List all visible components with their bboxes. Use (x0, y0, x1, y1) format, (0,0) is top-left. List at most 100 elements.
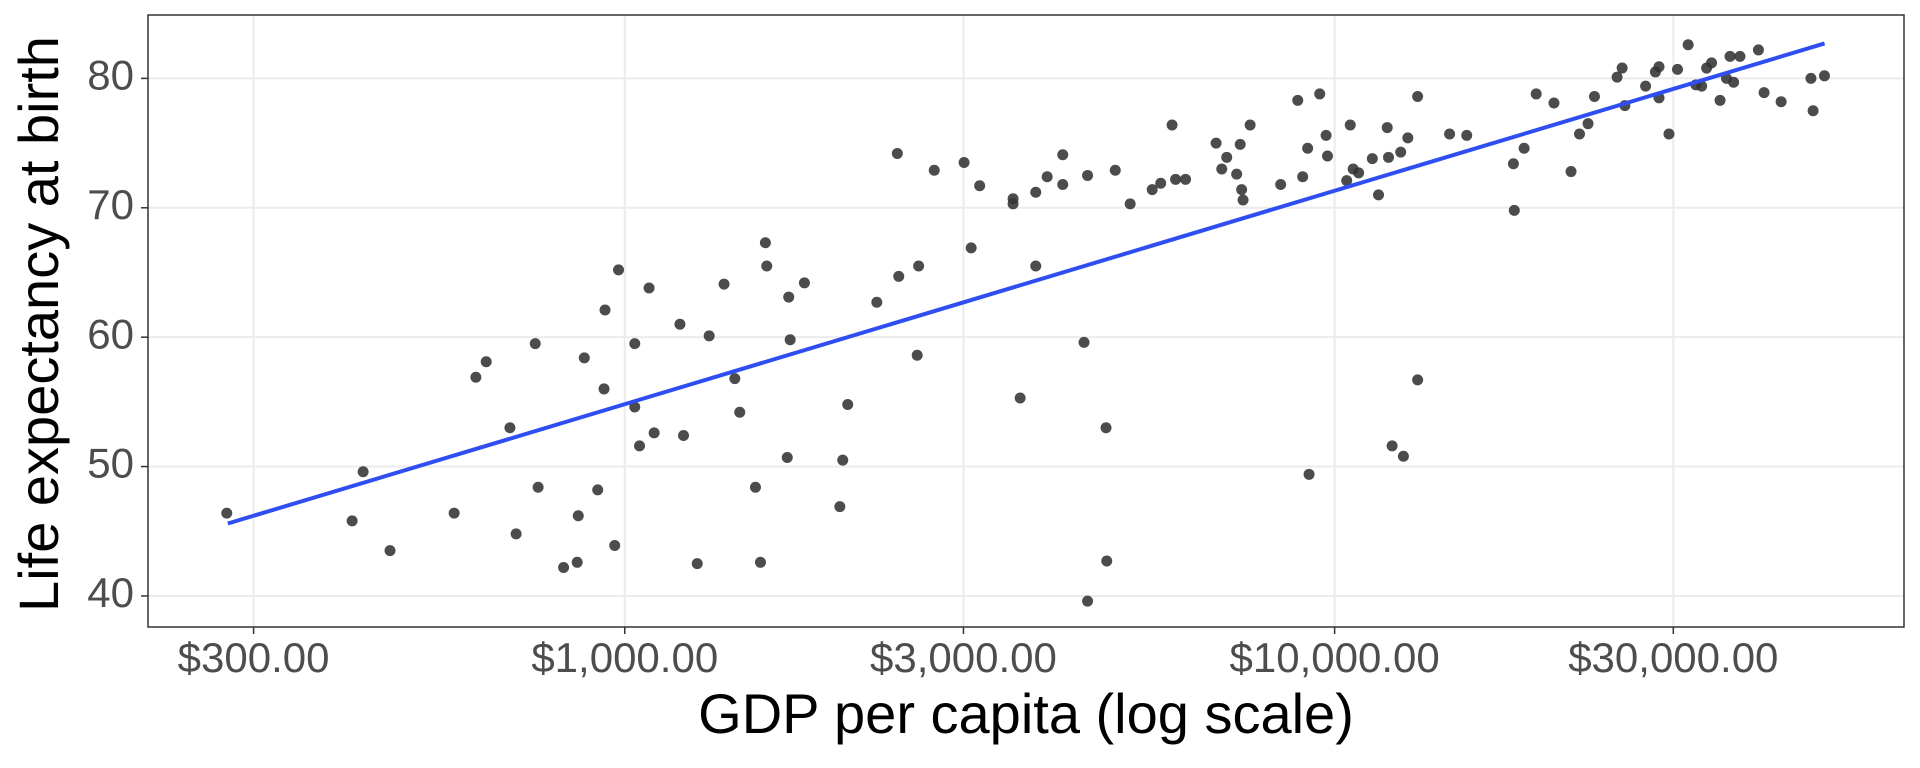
point (1057, 149, 1069, 161)
y-tick-label: 60 (87, 310, 134, 357)
point (1237, 194, 1249, 206)
point (734, 406, 746, 418)
point (599, 304, 611, 316)
point (1234, 138, 1246, 150)
x-tick-label: $30,000.00 (1568, 634, 1778, 681)
point (1530, 88, 1542, 100)
point (504, 422, 516, 434)
point (1653, 61, 1665, 73)
point (578, 352, 590, 364)
point (1507, 158, 1519, 170)
point (798, 277, 810, 289)
trend-line (227, 41, 1826, 526)
point (1696, 80, 1708, 92)
y-axis-title: Life expectancy at birth (7, 36, 70, 612)
y-tick-label: 40 (87, 569, 134, 616)
point (1302, 142, 1314, 154)
point (346, 515, 358, 527)
point (1275, 178, 1287, 190)
point (1146, 184, 1158, 196)
point (1672, 63, 1684, 75)
point (1014, 392, 1026, 404)
point (448, 507, 460, 519)
y-tick-label: 50 (87, 440, 134, 487)
point (871, 296, 883, 308)
point (1236, 184, 1248, 196)
point (598, 383, 610, 395)
point (1297, 171, 1309, 183)
point (529, 338, 541, 350)
point (703, 330, 715, 342)
point (1412, 91, 1424, 103)
point (1663, 128, 1675, 140)
point (480, 356, 492, 368)
point (1775, 96, 1787, 108)
x-tick-label: $1,000.00 (531, 634, 718, 681)
point (1758, 87, 1770, 99)
point (1109, 164, 1121, 176)
point (1124, 198, 1136, 210)
point (1314, 88, 1326, 100)
point (891, 147, 903, 159)
point (1100, 422, 1112, 434)
point (842, 398, 854, 410)
point (572, 510, 584, 522)
x-tick-label: $3,000.00 (870, 634, 1057, 681)
point (629, 401, 641, 413)
point (1397, 450, 1409, 462)
point (718, 278, 730, 290)
point (834, 501, 846, 513)
point (1461, 129, 1473, 141)
point (1752, 44, 1764, 56)
point (1078, 336, 1090, 348)
point (1548, 97, 1560, 109)
point (571, 556, 583, 568)
point (470, 371, 482, 383)
point (1616, 62, 1628, 74)
x-axis-title: GDP per capita (log scale) (698, 682, 1354, 745)
point (1444, 128, 1456, 140)
point (974, 180, 986, 192)
point (1344, 119, 1356, 131)
point (1366, 153, 1378, 165)
point (759, 237, 771, 249)
point (911, 349, 923, 361)
y-tick-label: 80 (87, 51, 134, 98)
point (629, 338, 641, 350)
point (1231, 168, 1243, 180)
point (1706, 57, 1718, 69)
point (609, 539, 621, 551)
point (749, 481, 761, 493)
point (781, 452, 793, 464)
plot-background (148, 15, 1904, 627)
point (1373, 189, 1385, 201)
x-tick-label: $10,000.00 (1230, 634, 1440, 681)
point (1395, 146, 1407, 158)
point (1101, 555, 1113, 567)
point (1402, 132, 1414, 144)
point (634, 440, 646, 452)
point (648, 427, 660, 439)
point (1082, 595, 1094, 607)
point (913, 260, 925, 272)
plot-border (147, 14, 1905, 628)
point (532, 481, 544, 493)
point (1007, 198, 1019, 210)
point (928, 164, 940, 176)
point (893, 270, 905, 282)
point (221, 507, 233, 519)
point (1353, 167, 1365, 179)
point (1030, 260, 1042, 272)
point (1303, 468, 1315, 480)
point (1341, 175, 1353, 187)
point (613, 264, 625, 276)
point (1221, 151, 1233, 163)
point (1582, 118, 1594, 130)
point (1041, 171, 1053, 183)
point (1082, 169, 1094, 181)
point (1180, 173, 1192, 185)
point (1057, 178, 1069, 190)
point (1734, 50, 1746, 62)
point (678, 430, 690, 442)
